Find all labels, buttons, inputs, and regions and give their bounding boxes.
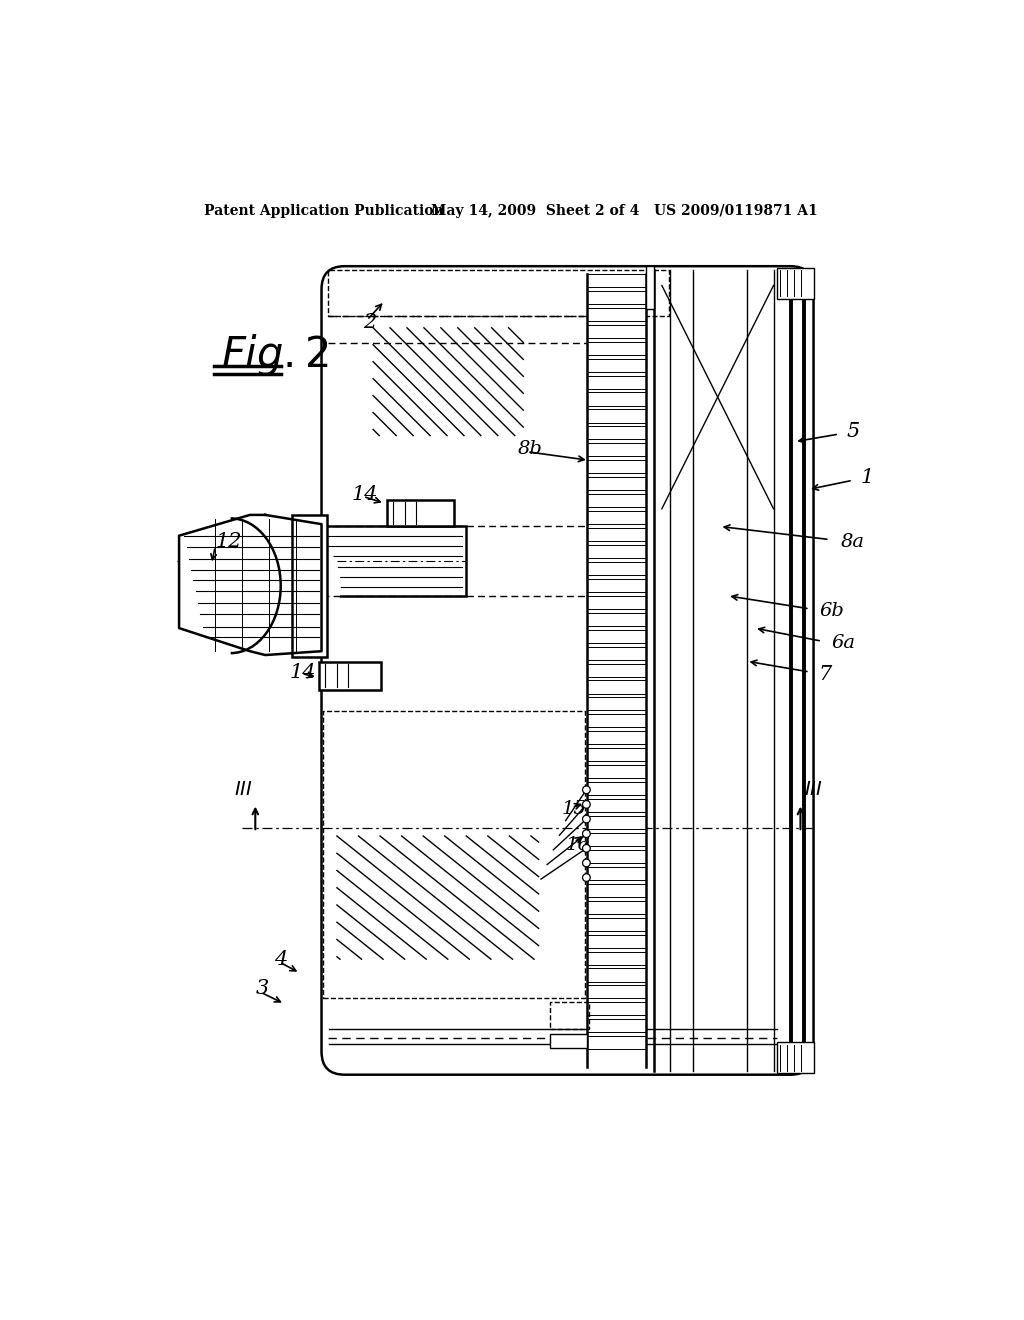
Bar (587, 952, 646, 965)
Bar (587, 1036, 646, 1049)
Text: 4: 4 (274, 949, 288, 969)
Bar (646, 267, 654, 309)
Bar (777, 1043, 813, 1073)
FancyBboxPatch shape (322, 267, 813, 1074)
Bar (587, 697, 646, 710)
Text: 12: 12 (215, 532, 242, 550)
Bar (587, 477, 646, 490)
Bar (587, 290, 646, 304)
Bar (587, 545, 646, 558)
Text: $\mathit{Fig.2}$: $\mathit{Fig.2}$ (221, 331, 329, 378)
Bar (587, 833, 646, 846)
Bar (587, 900, 646, 913)
Bar (587, 766, 646, 779)
Bar (587, 426, 646, 440)
Text: 15: 15 (562, 800, 587, 818)
Bar (587, 969, 646, 982)
Circle shape (583, 816, 590, 822)
Bar (587, 461, 646, 474)
Bar (292, 515, 327, 657)
Text: 8b: 8b (518, 441, 543, 458)
Bar (587, 1019, 646, 1032)
Text: 6b: 6b (819, 602, 845, 620)
Bar (587, 1002, 646, 1015)
Bar (587, 681, 646, 693)
Bar (587, 595, 646, 609)
Bar (587, 935, 646, 948)
Bar (587, 528, 646, 541)
Bar (587, 511, 646, 524)
Bar (587, 359, 646, 372)
Bar (587, 647, 646, 660)
Ellipse shape (179, 515, 341, 656)
Text: 7: 7 (818, 665, 831, 684)
Text: $\mathit{III}$: $\mathit{III}$ (804, 781, 823, 799)
Bar (323, 711, 585, 998)
Bar (587, 562, 646, 576)
Text: 6a: 6a (831, 635, 855, 652)
Bar (587, 714, 646, 727)
Circle shape (583, 785, 590, 793)
Bar (587, 630, 646, 643)
Text: 8a: 8a (841, 533, 864, 550)
Bar (587, 444, 646, 457)
Bar (587, 748, 646, 762)
Bar (328, 271, 669, 317)
Text: 5: 5 (847, 422, 860, 441)
Text: Patent Application Publication: Patent Application Publication (204, 203, 443, 218)
Circle shape (583, 874, 590, 882)
Bar (587, 578, 646, 591)
Text: May 14, 2009  Sheet 2 of 4: May 14, 2009 Sheet 2 of 4 (431, 203, 639, 218)
Circle shape (583, 830, 590, 838)
Text: 16: 16 (565, 837, 591, 854)
Bar (587, 799, 646, 812)
Bar (319, 663, 381, 689)
Bar (322, 527, 466, 595)
Bar (587, 985, 646, 998)
Bar (587, 325, 646, 338)
Text: 14: 14 (351, 486, 378, 504)
Polygon shape (179, 515, 322, 655)
Bar (587, 816, 646, 829)
Bar (587, 392, 646, 405)
Circle shape (583, 845, 590, 853)
Bar (587, 409, 646, 422)
Circle shape (583, 859, 590, 867)
Bar (587, 612, 646, 626)
Text: 1: 1 (860, 469, 873, 487)
Circle shape (583, 800, 590, 808)
Bar (587, 731, 646, 744)
Bar (587, 308, 646, 321)
Bar (587, 275, 646, 286)
Text: 2: 2 (364, 313, 377, 331)
Bar (587, 867, 646, 880)
Bar (387, 499, 454, 527)
Bar (587, 850, 646, 863)
Bar (550, 1002, 589, 1028)
Bar (587, 884, 646, 896)
Text: 14: 14 (290, 663, 316, 682)
Bar (587, 342, 646, 355)
Text: $\mathit{III}$: $\mathit{III}$ (234, 781, 253, 799)
Text: 3: 3 (255, 979, 268, 998)
Text: US 2009/0119871 A1: US 2009/0119871 A1 (654, 203, 818, 218)
Bar (587, 376, 646, 388)
Bar (587, 781, 646, 795)
Bar (587, 664, 646, 677)
Bar (777, 268, 813, 298)
Bar (550, 1034, 587, 1048)
Bar (587, 917, 646, 931)
Bar (587, 494, 646, 507)
